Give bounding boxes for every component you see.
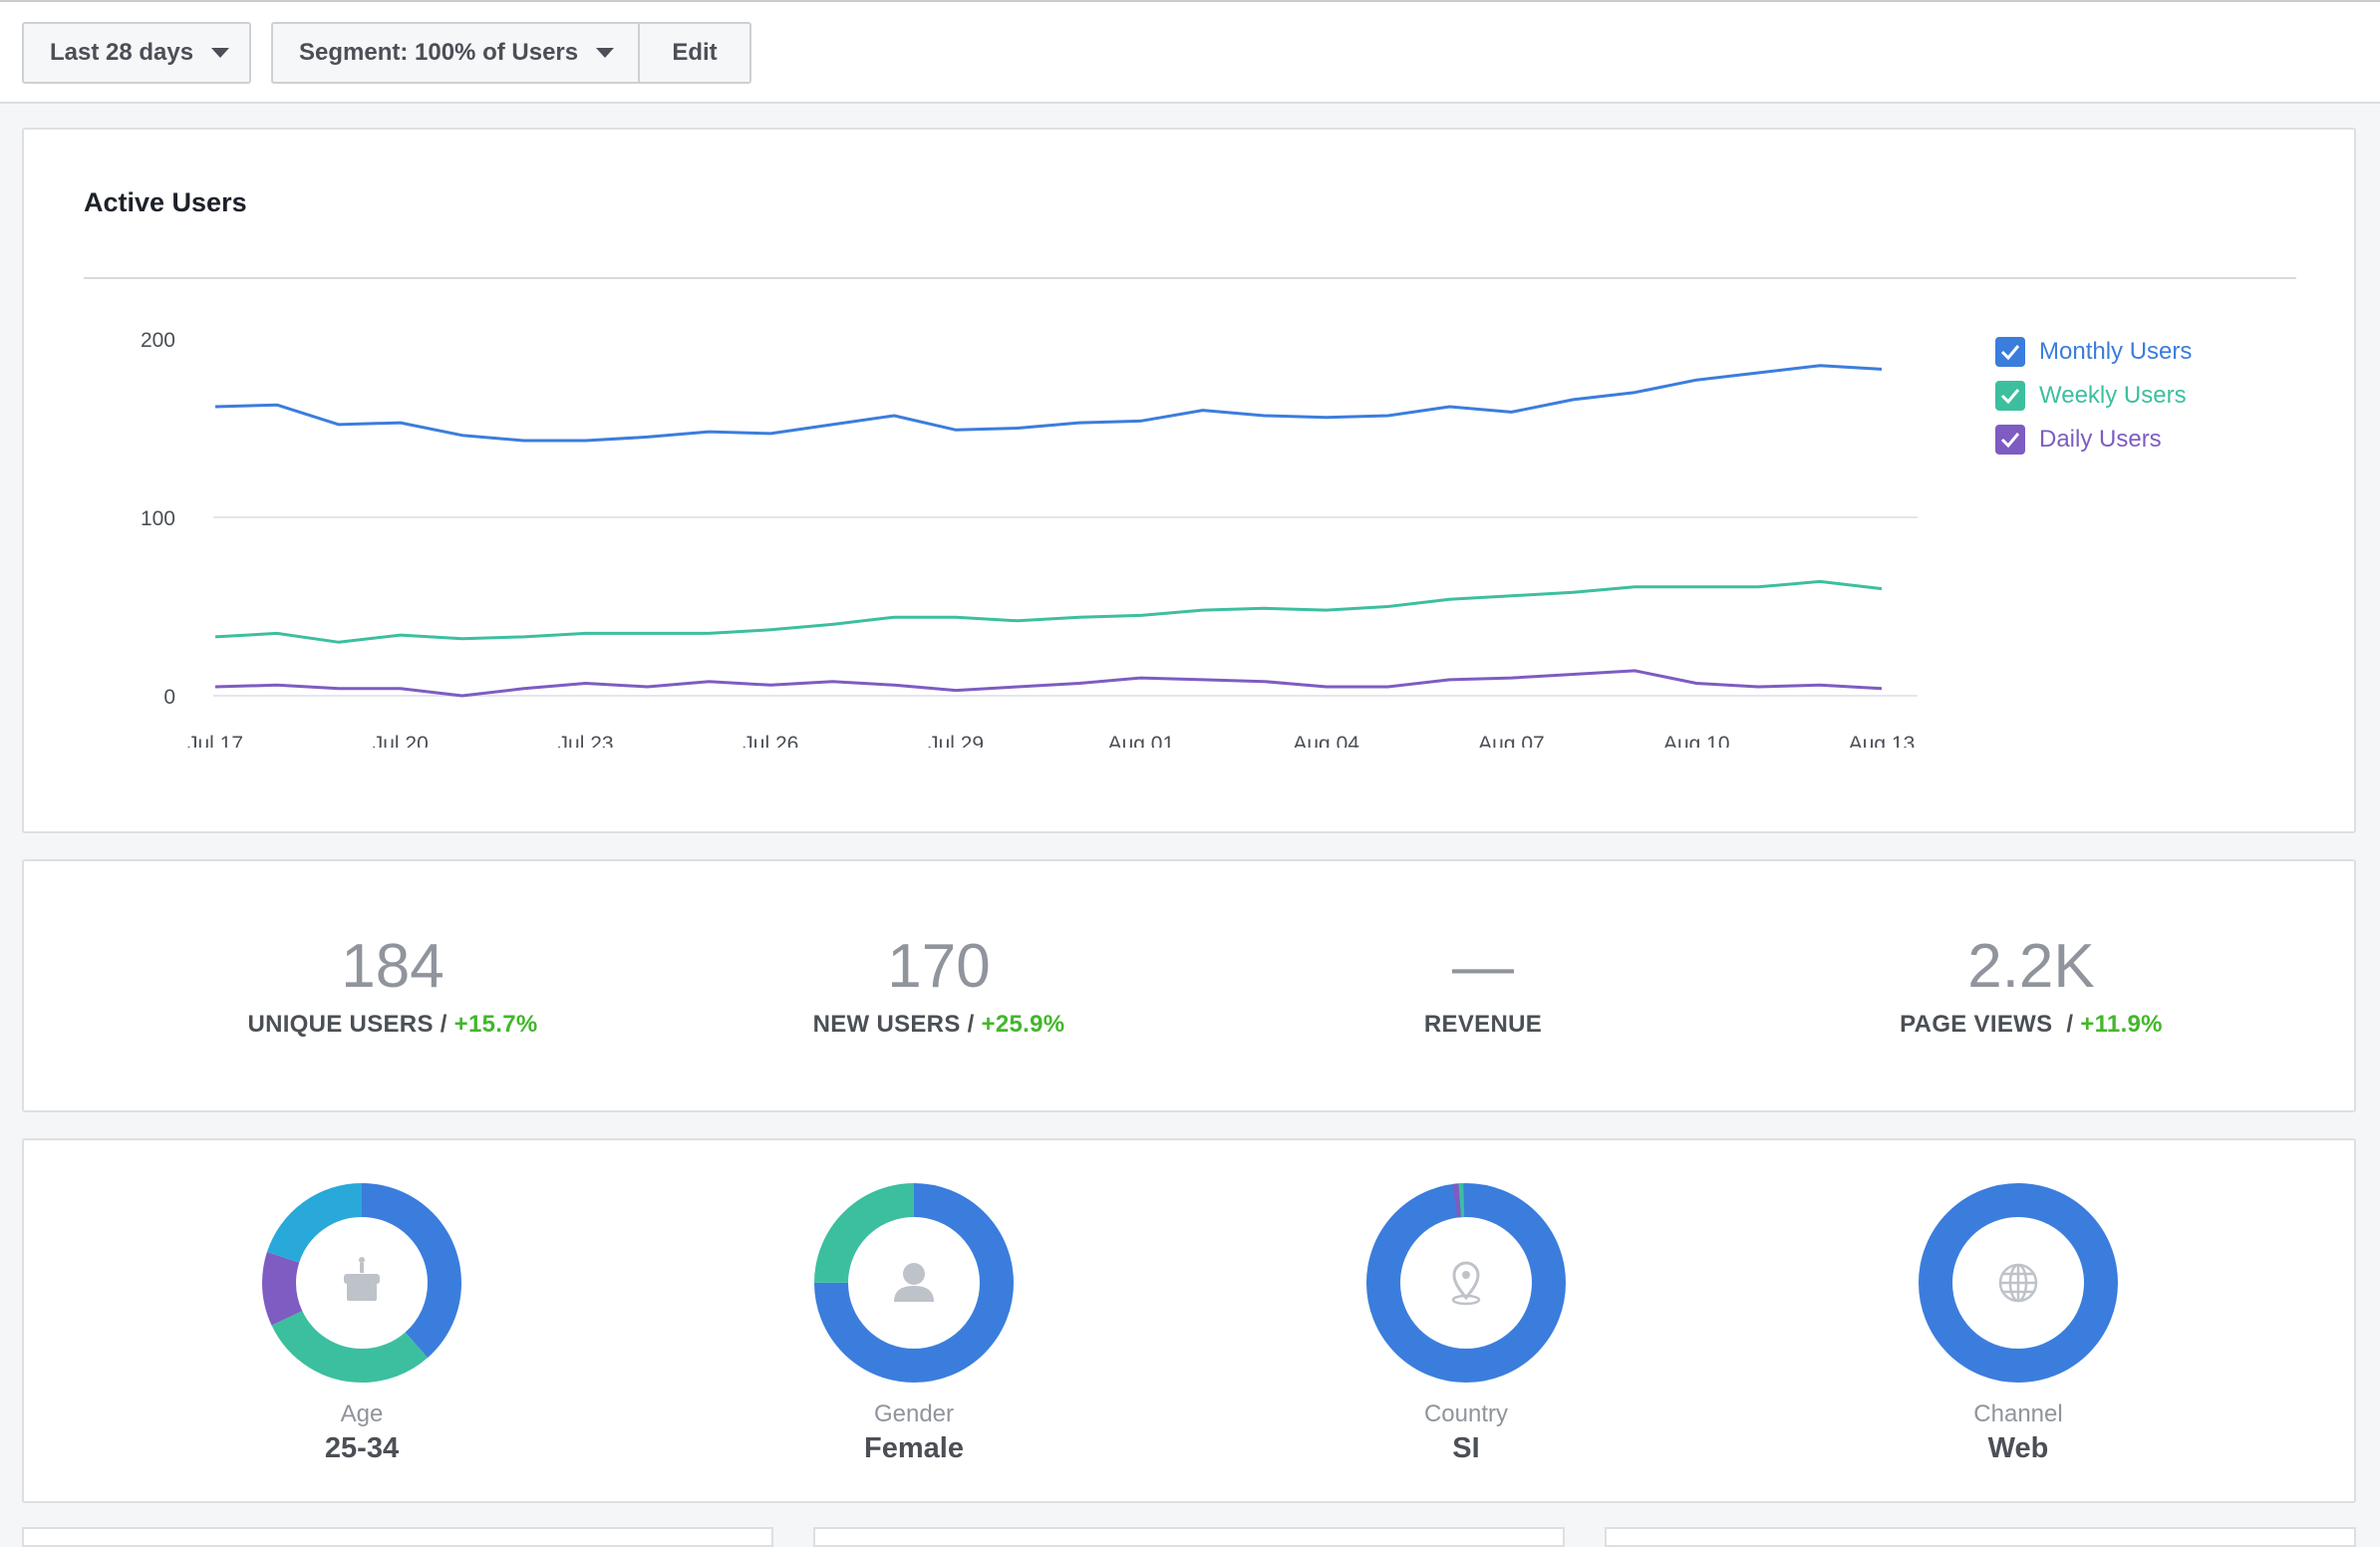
x-tick-label: Aug 13 xyxy=(1849,733,1916,748)
globe-icon xyxy=(1998,1263,2038,1303)
x-tick-label: Aug 10 xyxy=(1663,733,1730,748)
demo-value: Web xyxy=(1987,1432,2049,1464)
person-icon xyxy=(894,1263,934,1302)
stat-label: NEW USERS / +25.9% xyxy=(812,1011,1065,1038)
stat-value: 184 xyxy=(341,932,445,1001)
age-donut-chart xyxy=(262,1183,461,1383)
donut-segment xyxy=(262,1183,461,1383)
stat-value: — xyxy=(1452,932,1514,1001)
active-users-chart: 0 100 200 Jul 17 Jul 20 Jul 23 Jul 26 Jul 29 Aug… xyxy=(141,329,1918,748)
stat-value: 170 xyxy=(887,932,991,1001)
gender-donut-chart xyxy=(814,1183,1014,1383)
edit-label: Edit xyxy=(672,39,718,66)
x-tick-label: Aug 04 xyxy=(1293,733,1359,748)
date-range-dropdown[interactable]: Last 28 days xyxy=(22,22,251,84)
legend-weekly-users[interactable]: Weekly Users xyxy=(1995,381,2187,411)
channel-donut-chart xyxy=(1919,1183,2118,1383)
stat-value: 2.2K xyxy=(1967,932,2095,1001)
segment-label: Segment: 100% of Users xyxy=(299,39,579,66)
x-tick-label: Aug 01 xyxy=(1108,733,1175,748)
location-pin-icon xyxy=(1451,1261,1481,1306)
x-tick-label: Aug 07 xyxy=(1478,733,1545,748)
edit-segment-button[interactable]: Edit xyxy=(638,22,751,84)
y-tick-label: 0 xyxy=(163,686,175,709)
summary-stats-card: 184 UNIQUE USERS / +15.7% 170 NEW USERS … xyxy=(22,859,2356,1112)
stat-change: +15.7% xyxy=(453,1011,538,1038)
next-card-left xyxy=(22,1527,773,1547)
segment-dropdown[interactable]: Segment: 100% of Users xyxy=(271,22,640,84)
donut-segment xyxy=(262,1183,461,1383)
y-tick-label: 200 xyxy=(141,329,175,352)
x-tick-label: Jul 26 xyxy=(743,733,798,748)
demographics-card: Age 25-34 Gender Female Country SI xyxy=(22,1138,2356,1503)
demo-value: 25-34 xyxy=(324,1432,400,1464)
stat-new-users: 170 NEW USERS / +25.9% xyxy=(660,931,1218,1039)
x-tick-label: Jul 20 xyxy=(373,733,429,748)
stat-page-views: 2.2K PAGE VIEWS / +11.9% xyxy=(1752,931,2310,1039)
y-tick-label: 100 xyxy=(141,507,175,530)
demo-label: Gender xyxy=(873,1400,955,1427)
demo-value: SI xyxy=(1452,1432,1480,1464)
stat-unique-users: 184 UNIQUE USERS / +15.7% xyxy=(114,931,672,1039)
demo-label: Channel xyxy=(1973,1400,2063,1427)
checkbox-checked-icon xyxy=(1995,425,2025,455)
active-users-card: Active Users 0 100 200 Jul 17 Jul 20 Jul 23 Ju… xyxy=(22,128,2356,833)
date-range-label: Last 28 days xyxy=(50,39,194,66)
donut-segment xyxy=(262,1183,461,1383)
checkbox-checked-icon xyxy=(1995,381,2025,411)
donut-segment xyxy=(1366,1183,1566,1383)
legend-label: Daily Users xyxy=(2039,426,2162,453)
country-donut-chart xyxy=(1366,1183,1566,1383)
demo-label: Age xyxy=(340,1400,384,1427)
demo-gender[interactable]: Gender Female xyxy=(764,1178,1063,1465)
demo-value: Female xyxy=(864,1432,964,1464)
x-tick-label: Jul 17 xyxy=(187,733,243,748)
divider xyxy=(84,277,2296,279)
chevron-down-icon xyxy=(211,48,230,58)
next-card-right xyxy=(1605,1527,2356,1547)
legend-monthly-users[interactable]: Monthly Users xyxy=(1995,337,2192,367)
legend-daily-users[interactable]: Daily Users xyxy=(1995,425,2162,455)
stat-change: +25.9% xyxy=(981,1011,1065,1038)
x-tick-label: Jul 23 xyxy=(558,733,614,748)
demo-label: Country xyxy=(1423,1400,1509,1427)
card-title: Active Users xyxy=(84,187,247,217)
cake-icon xyxy=(344,1257,380,1301)
stat-label: UNIQUE USERS / +15.7% xyxy=(247,1011,538,1038)
stat-change: +11.9% xyxy=(2080,1011,2163,1038)
donut-segment xyxy=(814,1183,1014,1383)
series-line-monthly-users xyxy=(214,364,1883,443)
stat-revenue: — REVENUE xyxy=(1204,931,1762,1039)
demo-age[interactable]: Age 25-34 xyxy=(212,1178,511,1465)
toolbar: Last 28 days Segment: 100% of Users Edit xyxy=(0,0,2380,104)
chevron-down-icon xyxy=(596,48,615,58)
next-card-middle xyxy=(813,1527,1565,1547)
stat-label: PAGE VIEWS / +11.9% xyxy=(1900,1011,2163,1038)
checkbox-checked-icon xyxy=(1995,337,2025,367)
series-line-weekly-users xyxy=(214,579,1883,644)
legend-label: Monthly Users xyxy=(2039,338,2193,365)
stat-label: REVENUE xyxy=(1423,1011,1543,1038)
demo-channel[interactable]: Channel Web xyxy=(1869,1178,2168,1465)
demo-country[interactable]: Country SI xyxy=(1317,1178,1616,1465)
donut-segment xyxy=(1919,1183,2118,1383)
series-line-daily-users xyxy=(214,669,1883,698)
x-tick-label: Jul 29 xyxy=(928,733,984,748)
legend-label: Weekly Users xyxy=(2039,382,2187,409)
